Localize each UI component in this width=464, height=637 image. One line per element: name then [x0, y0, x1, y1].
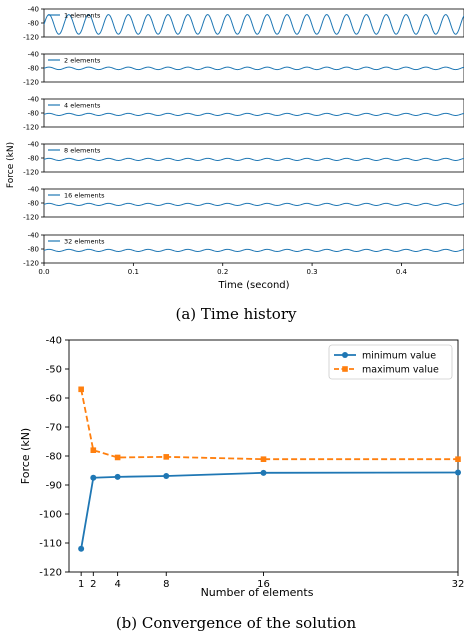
legend-label: 8 elements — [64, 147, 101, 155]
legend-box — [328, 344, 453, 380]
x-tick-label: 16 — [257, 579, 270, 590]
time-history-panel: -40 -80 -120 1 elements — [23, 6, 464, 42]
y-tick-label: -120 — [39, 568, 62, 579]
y-tick-label: -120 — [23, 169, 39, 177]
y-tick-label: -40 — [28, 51, 39, 59]
y-tick-label: -120 — [23, 124, 39, 132]
y-tick-label: -40 — [28, 186, 39, 194]
time-history-chart: -40 -80 -120 1 elements -40 -80 -120 2 elements… — [6, 6, 464, 291]
series-line — [80, 389, 458, 461]
y-tick-label: -80 — [28, 155, 39, 163]
x-tick-label: 0.2 — [217, 268, 228, 276]
y-tick-label: -80 — [28, 200, 39, 208]
y-tick-label: -40 — [28, 6, 39, 14]
panel-frame — [43, 8, 464, 38]
legend-marker — [342, 352, 348, 358]
legend-label: minimum value — [362, 351, 436, 362]
caption-a: (a) Time history — [176, 305, 297, 323]
x-tick-label: 32 — [452, 579, 464, 590]
legend-label: 2 elements — [64, 57, 101, 65]
y-tick-label: -60 — [46, 394, 62, 405]
y-tick-label: -110 — [39, 539, 62, 550]
x-tick-label: 0.0 — [38, 268, 49, 276]
y-tick-label: -70 — [46, 423, 62, 434]
y-tick-label: -80 — [46, 452, 62, 463]
data-point — [78, 545, 85, 552]
y-tick-label: -90 — [46, 481, 62, 492]
data-point — [90, 447, 97, 453]
y-tick-label: -80 — [28, 20, 39, 28]
y-tick-label: -100 — [39, 510, 62, 521]
time-history-panel: -40 -80 -120 32 elements — [23, 232, 464, 268]
x-tick-label: 0.4 — [396, 268, 408, 276]
y-tick-label: -40 — [28, 96, 39, 104]
legend-label: 4 elements — [64, 102, 101, 110]
convergence-chart: -40 -50 -60 -70 -80 -90 -100 -110 -120 1 2 4 8 16 32 Nu… — [19, 336, 464, 600]
x-axis-label: Time (second) — [217, 280, 289, 291]
x-tick-label: 8 — [163, 579, 169, 590]
y-tick-label: -80 — [28, 65, 39, 73]
data-point — [78, 386, 84, 393]
data-point — [455, 456, 461, 462]
y-tick-label: -80 — [28, 110, 39, 118]
series-line — [43, 202, 464, 206]
y-axis-label: Force (kN) — [19, 428, 32, 484]
data-point — [114, 473, 121, 480]
time-history-panel: -40 -80 -120 16 elements — [23, 186, 464, 222]
x-axis-label: Number of elements — [201, 586, 314, 599]
y-tick-label: -40 — [28, 141, 39, 149]
data-point — [455, 469, 461, 476]
series-line — [43, 14, 464, 35]
y-tick-label: -80 — [28, 246, 39, 254]
y-tick-label: -120 — [23, 260, 39, 268]
time-history-panel: -40 -80 -120 4 elements — [23, 96, 464, 132]
y-tick-label: -120 — [23, 79, 39, 87]
y-tick-label: -120 — [23, 214, 39, 222]
data-point — [114, 454, 121, 461]
data-point — [163, 473, 170, 480]
legend-label: maximum value — [362, 365, 439, 376]
time-history-panel: -40 -80 -120 2 elements — [23, 51, 464, 87]
series-line — [80, 471, 459, 549]
data-point — [90, 474, 97, 481]
x-tick-label: 4 — [114, 579, 120, 590]
y-axis-label: Force (kN) — [6, 142, 16, 188]
y-tick-label: -120 — [23, 34, 39, 42]
x-tick-label: 2 — [90, 579, 96, 590]
y-tick-label: -40 — [28, 232, 39, 240]
data-point — [260, 469, 267, 476]
series-line — [43, 157, 464, 161]
legend-label: 16 elements — [64, 192, 105, 200]
x-tick-label: 0.1 — [128, 268, 139, 276]
y-tick-label: -40 — [46, 336, 62, 347]
legend-marker — [342, 366, 348, 372]
data-point — [260, 456, 267, 462]
x-tick-label: 1 — [78, 579, 84, 590]
series-line — [43, 112, 464, 116]
legend-label: 32 elements — [64, 238, 105, 246]
legend-label: 1 elements — [64, 12, 101, 20]
time-history-panel: -40 -80 -120 8 elements — [23, 141, 464, 177]
data-point — [163, 454, 170, 460]
series-line — [43, 66, 464, 71]
y-tick-label: -50 — [46, 365, 62, 376]
series-line — [43, 248, 464, 252]
x-tick-label: 0.3 — [307, 268, 318, 276]
caption-b: (b) Convergence of the solution — [116, 614, 357, 632]
